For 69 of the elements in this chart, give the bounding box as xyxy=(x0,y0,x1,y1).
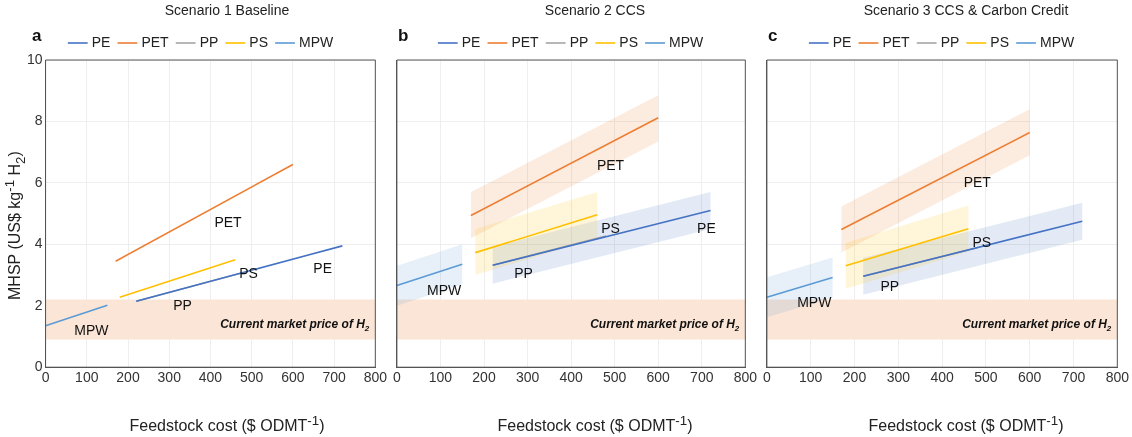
text: a xyxy=(32,26,42,46)
annotation: PE xyxy=(313,259,333,276)
annotation: PET xyxy=(963,173,992,190)
y-tick-label: 4 xyxy=(34,235,43,252)
legend-label: PE xyxy=(832,33,852,50)
legend-label: PE xyxy=(91,33,111,50)
x-tick-label: 300 xyxy=(886,369,911,386)
x-tick-label: 200 xyxy=(116,369,140,386)
x-tick-label: 600 xyxy=(1018,369,1042,386)
x-tick-label: 500 xyxy=(602,369,627,386)
chart-title: Scenario 2 CCS xyxy=(543,2,647,18)
x-tick-label: 600 xyxy=(281,369,305,386)
annotation: PP xyxy=(514,265,533,282)
legend-label: PE xyxy=(461,33,481,50)
legend-label: MPW xyxy=(669,33,705,50)
annotation: PET xyxy=(596,156,625,173)
legend-label: PP xyxy=(940,33,960,50)
x-tick-label: 200 xyxy=(842,369,867,386)
x-axis-title: Feedstock cost ($ ODMT$^{-1}$) xyxy=(128,412,326,435)
annotation: MPW xyxy=(797,294,833,311)
y-tick-label: 8 xyxy=(34,112,43,129)
x-tick-label: 600 xyxy=(646,369,671,386)
annotation: PET xyxy=(214,214,243,231)
y-tick-label: 0 xyxy=(34,358,43,375)
legend-label: PET xyxy=(882,33,911,50)
x-tick-label: 300 xyxy=(157,369,182,386)
legend-label: PP xyxy=(569,33,589,50)
legend-label: MPW xyxy=(1040,33,1076,50)
x-tick-label: 400 xyxy=(198,369,223,386)
x-tick-label: 500 xyxy=(974,369,998,386)
annotation: MPW xyxy=(427,281,463,298)
legend-label: PS xyxy=(990,33,1010,50)
x-tick-label: 700 xyxy=(690,369,714,386)
annotation: MPW xyxy=(74,322,110,339)
x-axis-title: Feedstock cost ($ ODMT$^{-1}$) xyxy=(496,412,694,435)
x-tick-label: 800 xyxy=(1105,369,1130,386)
annotation: PP xyxy=(880,277,900,294)
x-tick-label: 0 xyxy=(762,369,771,386)
annotation: PE xyxy=(697,219,716,236)
x-tick-label: 100 xyxy=(428,369,453,386)
chart-title: Scenario 3 CCS & Carbon Credit xyxy=(862,2,1070,18)
x-tick-label: 200 xyxy=(472,369,496,386)
y-tick-label: 6 xyxy=(34,173,43,190)
x-axis-title: Feedstock cost ($ ODMT$^{-1}$) xyxy=(867,412,1065,435)
legend-label: PS xyxy=(619,33,639,50)
legend-label: PET xyxy=(511,33,540,50)
x-tick-label: 700 xyxy=(1061,369,1086,386)
x-tick-label: 100 xyxy=(75,369,99,386)
y-tick-label: 2 xyxy=(34,296,43,313)
x-tick-label: 400 xyxy=(930,369,954,386)
annotation: PS xyxy=(601,219,620,236)
x-tick-label: 100 xyxy=(799,369,823,386)
chart-title: Scenario 1 Baseline xyxy=(163,2,291,18)
x-tick-label: 700 xyxy=(322,369,346,386)
x-tick-label: 400 xyxy=(559,369,583,386)
text: c xyxy=(768,26,778,46)
x-tick-label: 500 xyxy=(239,369,264,386)
y-tick-label: 10 xyxy=(26,50,43,67)
x-tick-label: 0 xyxy=(392,369,401,386)
x-tick-label: 300 xyxy=(515,369,540,386)
annotation: PS xyxy=(972,233,992,250)
text: b xyxy=(398,26,409,46)
legend-label: PS xyxy=(249,33,269,50)
x-tick-label: 800 xyxy=(363,369,388,386)
annotation: PP xyxy=(173,297,192,314)
legend-label: PET xyxy=(141,33,170,50)
legend-label: MPW xyxy=(299,33,335,50)
x-tick-label: 800 xyxy=(733,369,758,386)
legend-label: PP xyxy=(199,33,219,50)
